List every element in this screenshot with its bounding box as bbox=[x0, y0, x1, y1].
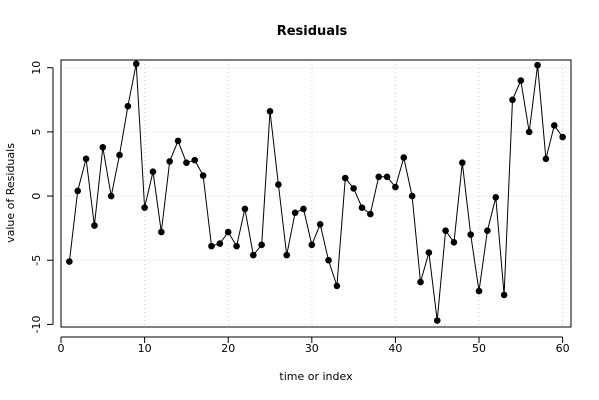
data-point bbox=[158, 228, 165, 236]
data-point bbox=[525, 128, 533, 136]
y-tick-label: -5 bbox=[30, 255, 43, 266]
data-point bbox=[500, 291, 508, 299]
data-point bbox=[442, 227, 449, 235]
data-point bbox=[484, 227, 491, 235]
x-tick-label: 60 bbox=[556, 342, 570, 355]
data-point bbox=[517, 77, 525, 84]
data-point bbox=[467, 231, 474, 238]
data-point bbox=[559, 133, 566, 141]
data-point bbox=[509, 96, 516, 104]
data-point bbox=[542, 155, 550, 163]
x-tick-label: 20 bbox=[221, 342, 235, 355]
x-tick-label: 40 bbox=[388, 342, 402, 355]
data-point bbox=[107, 192, 115, 200]
data-point bbox=[183, 159, 190, 166]
data-point bbox=[417, 278, 424, 286]
grid bbox=[60, 60, 571, 327]
x-tick-label: 30 bbox=[305, 342, 319, 355]
data-point bbox=[149, 168, 157, 175]
data-point bbox=[199, 172, 207, 179]
data-point bbox=[241, 205, 249, 213]
data-point bbox=[300, 205, 307, 213]
data-point bbox=[208, 242, 215, 250]
data-point bbox=[316, 221, 324, 228]
data-point bbox=[375, 173, 383, 181]
data-point bbox=[82, 155, 90, 163]
axes: 0 10 20 30 40 50 60 -10 -5 0 5 10 bbox=[30, 61, 570, 355]
y-tick-label: 10 bbox=[30, 61, 43, 75]
x-tick-label: 50 bbox=[472, 342, 486, 355]
data-point bbox=[400, 154, 408, 161]
residuals-series-line bbox=[68, 63, 564, 321]
data-point bbox=[99, 143, 107, 151]
data-point bbox=[191, 156, 199, 164]
data-point bbox=[141, 204, 148, 211]
data-point bbox=[308, 241, 316, 249]
data-point bbox=[116, 151, 123, 159]
data-point bbox=[66, 258, 73, 265]
data-point bbox=[258, 241, 265, 249]
data-point bbox=[249, 251, 257, 259]
data-point bbox=[91, 222, 98, 229]
y-tick-label: -10 bbox=[30, 315, 43, 333]
data-point bbox=[534, 61, 541, 69]
data-points bbox=[66, 60, 566, 324]
data-point bbox=[392, 183, 399, 191]
data-point bbox=[132, 60, 140, 68]
data-point bbox=[459, 159, 466, 166]
y-axis-label: value of Residuals bbox=[4, 143, 17, 243]
data-point bbox=[166, 158, 173, 165]
data-point bbox=[433, 317, 441, 324]
data-point bbox=[492, 194, 500, 201]
data-point bbox=[174, 137, 182, 145]
data-point bbox=[358, 204, 366, 211]
data-point bbox=[333, 282, 341, 290]
data-point bbox=[367, 210, 374, 218]
y-tick-label: 0 bbox=[30, 193, 43, 200]
data-point bbox=[283, 251, 291, 259]
data-point bbox=[450, 238, 458, 246]
data-point bbox=[74, 187, 82, 195]
data-point bbox=[266, 108, 274, 115]
data-point bbox=[233, 242, 240, 250]
data-point bbox=[475, 287, 483, 295]
data-point bbox=[325, 256, 332, 264]
data-point bbox=[383, 173, 391, 181]
data-point bbox=[350, 185, 357, 192]
data-point bbox=[124, 102, 132, 110]
data-point bbox=[224, 228, 232, 236]
data-point bbox=[550, 122, 558, 129]
data-point bbox=[408, 192, 416, 200]
data-point bbox=[275, 181, 282, 188]
y-tick-label: 5 bbox=[30, 128, 43, 135]
data-point bbox=[425, 249, 433, 256]
data-point bbox=[216, 240, 224, 247]
x-axis-label: time or index bbox=[279, 370, 353, 383]
x-tick-label: 0 bbox=[58, 342, 65, 355]
data-point bbox=[291, 209, 299, 217]
x-tick-label: 10 bbox=[138, 342, 152, 355]
chart-title: Residuals bbox=[277, 24, 348, 39]
data-point bbox=[341, 174, 349, 182]
plot-frame bbox=[60, 59, 572, 328]
